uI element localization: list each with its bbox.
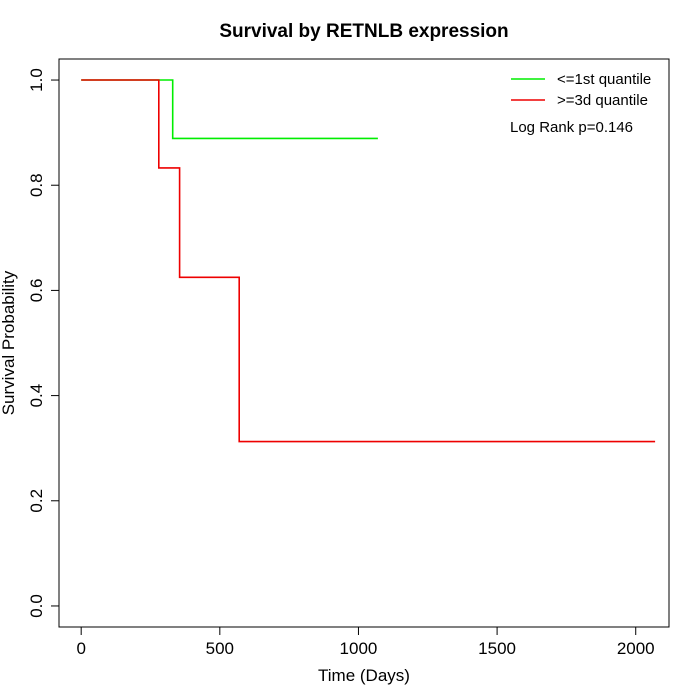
log-rank-annotation: Log Rank p=0.146 — [510, 119, 633, 136]
legend: <=1st quantile >=3d quantile — [511, 71, 651, 109]
y-tick-label: 0.0 — [27, 594, 46, 618]
series-line-2 — [81, 79, 656, 443]
legend-label-2: >=3d quantile — [557, 92, 648, 109]
chart-title: Survival by RETNLB expression — [219, 21, 508, 42]
x-axis: 0 500 1000 1500 2000 — [76, 626, 655, 658]
x-tick-label: 1500 — [478, 639, 516, 658]
y-tick-label: 1.0 — [27, 68, 46, 92]
series-line-1 — [81, 79, 378, 140]
y-tick-label: 0.2 — [27, 489, 46, 513]
y-tick-label: 0.8 — [27, 173, 46, 197]
series-layer — [81, 79, 656, 443]
x-tick-label: 1000 — [340, 639, 378, 658]
y-axis-label: Survival Probability — [0, 270, 18, 415]
y-tick-label: 0.4 — [27, 384, 46, 408]
legend-label-1: <=1st quantile — [557, 71, 651, 88]
x-tick-label: 0 — [76, 639, 85, 658]
plot-frame — [58, 58, 670, 628]
x-axis-label: Time (Days) — [318, 666, 410, 685]
y-axis: 0.0 0.2 0.4 0.6 0.8 1.0 — [27, 68, 60, 618]
x-tick-label: 500 — [206, 639, 234, 658]
y-tick-label: 0.6 — [27, 279, 46, 303]
x-tick-label: 2000 — [617, 639, 655, 658]
